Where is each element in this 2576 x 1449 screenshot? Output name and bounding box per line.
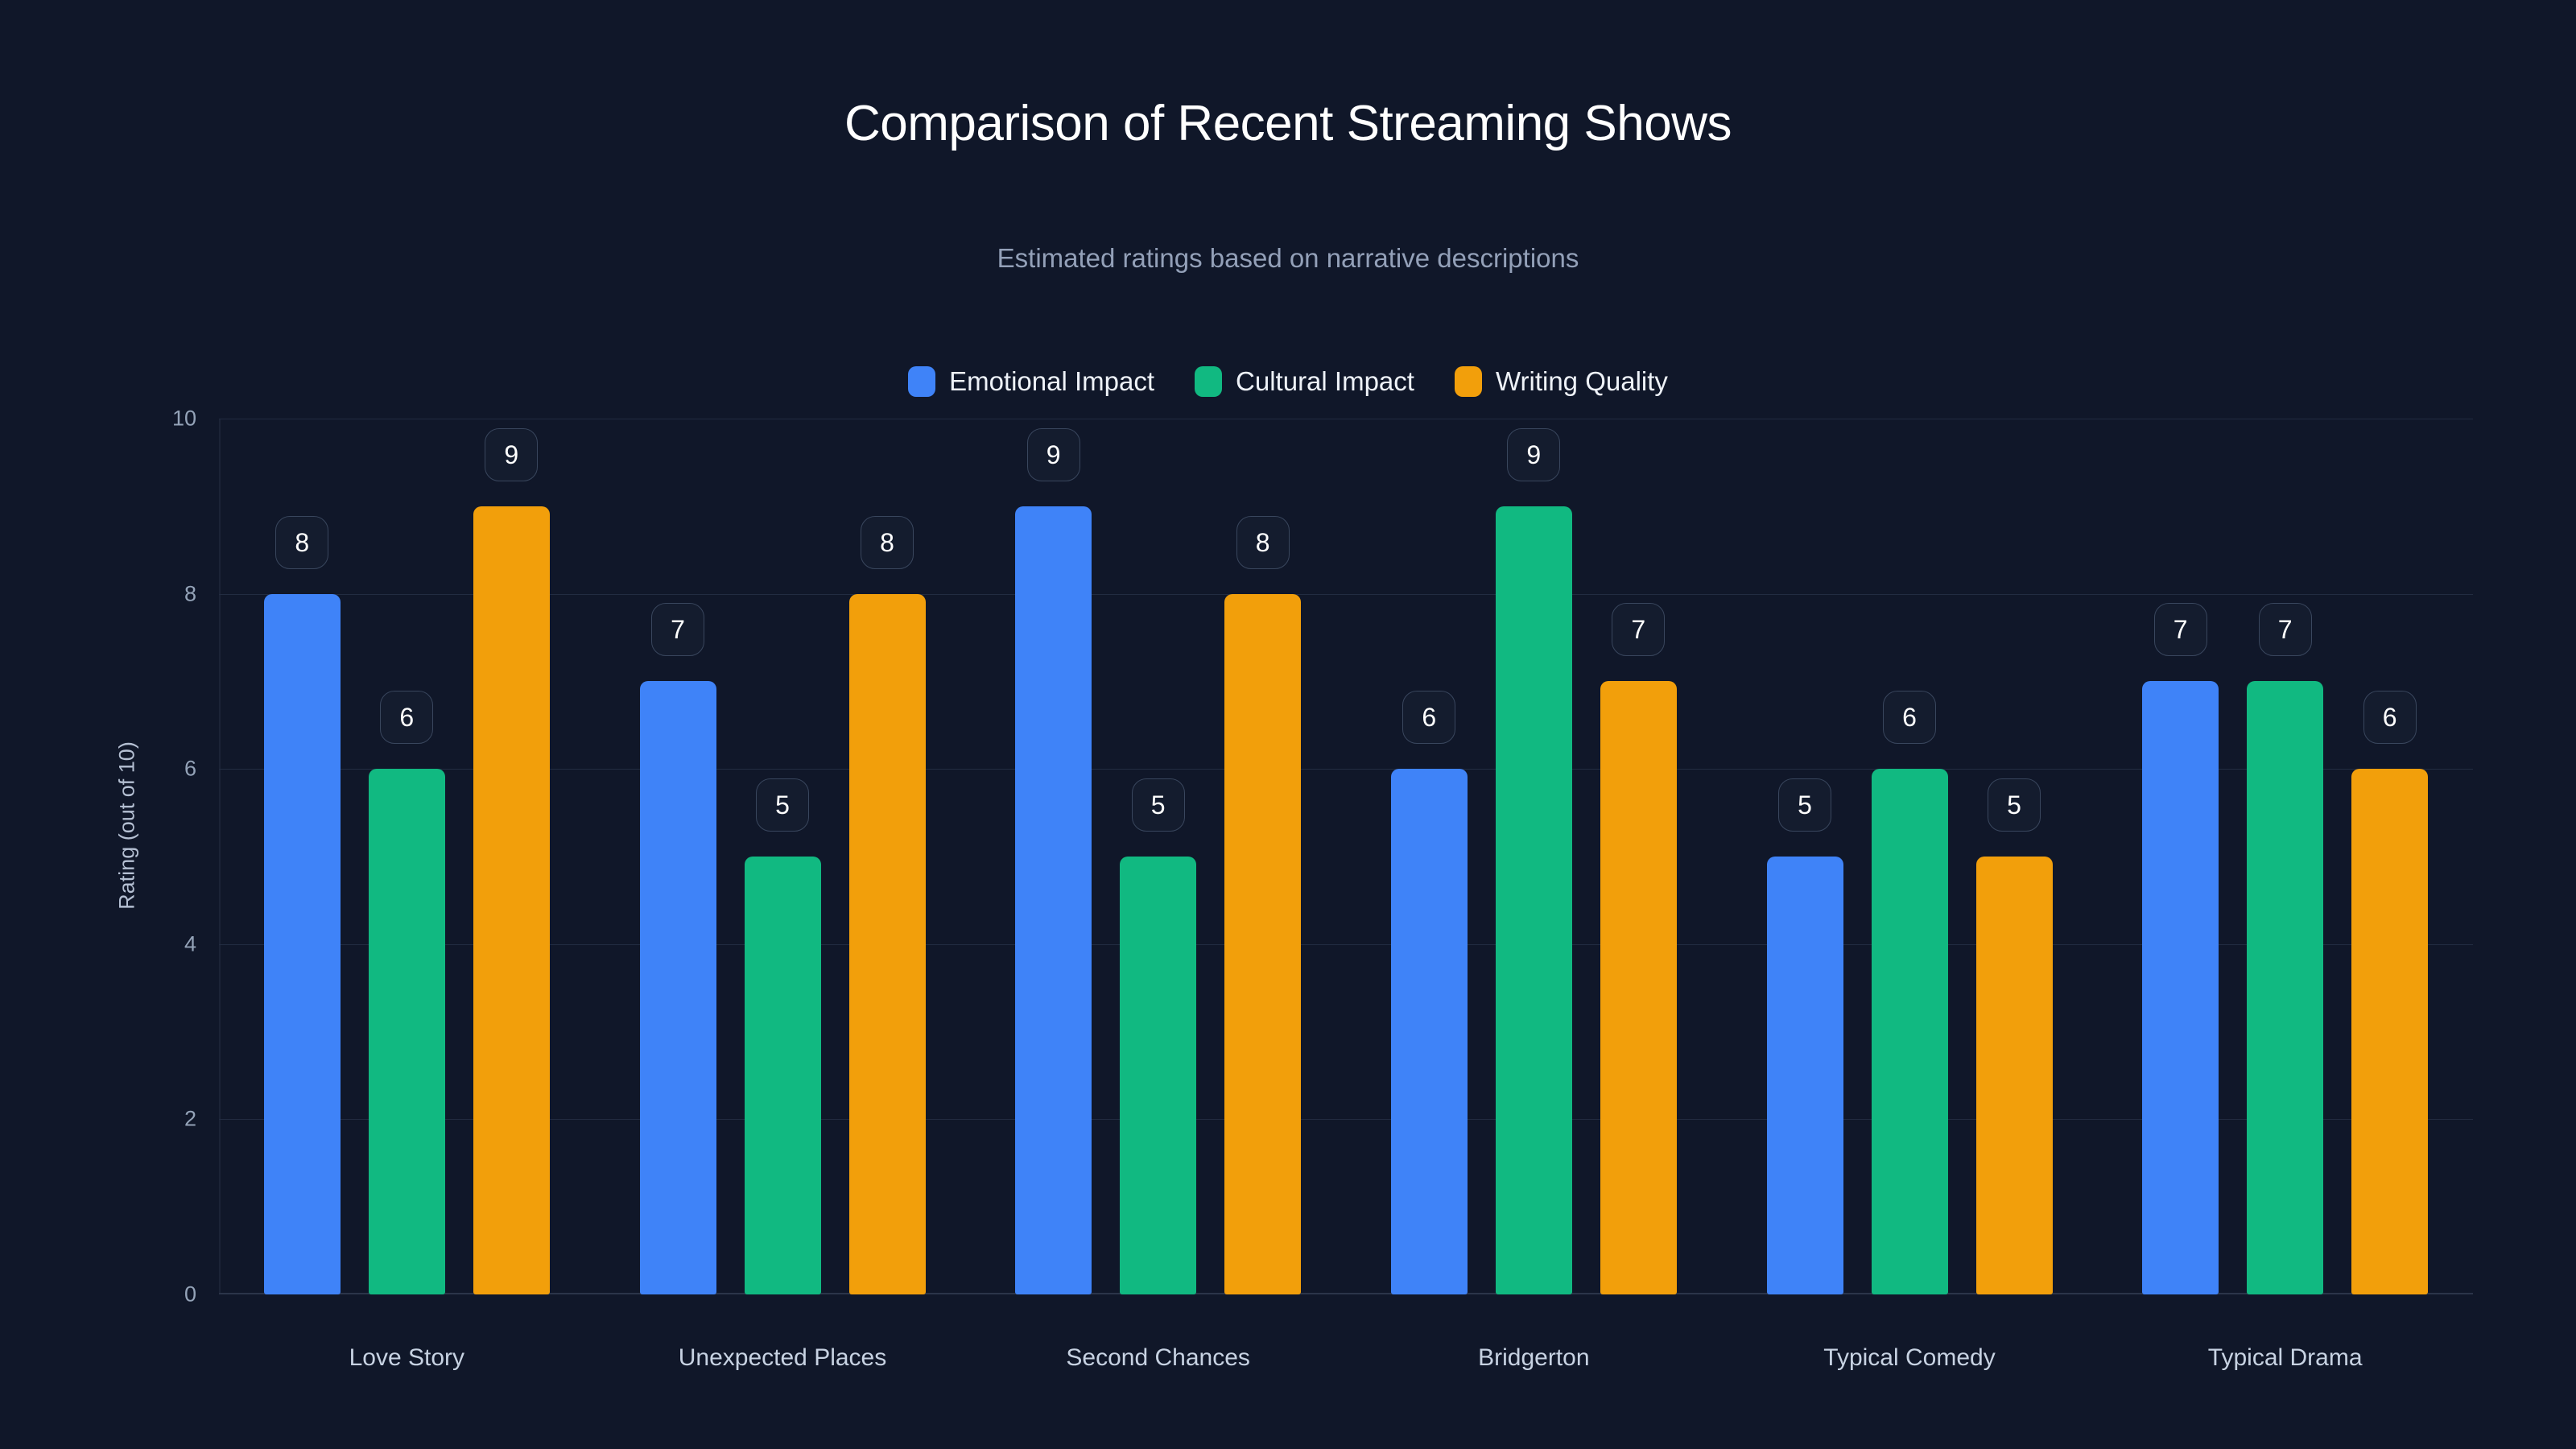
- page-title: Comparison of Recent Streaming Shows: [844, 96, 1732, 151]
- bar-value-label: 7: [651, 603, 704, 657]
- bar[interactable]: [1224, 593, 1302, 1294]
- bar-value-label: 6: [380, 691, 434, 745]
- bar[interactable]: [639, 681, 716, 1294]
- bar[interactable]: [744, 857, 821, 1294]
- legend-item-label: Emotional Impact: [949, 366, 1155, 396]
- x-axis-tick-label: Second Chances: [1066, 1344, 1250, 1371]
- y-axis-tick-label: 8: [184, 581, 196, 606]
- y-axis-tick-label: 4: [184, 931, 196, 956]
- bar[interactable]: [1390, 769, 1468, 1294]
- gridline: [219, 593, 2473, 595]
- legend-swatch-icon: [908, 366, 936, 397]
- gridline: [219, 943, 2473, 945]
- bar[interactable]: [1015, 506, 1092, 1294]
- bar-value-label: 9: [1507, 427, 1561, 481]
- y-axis-tick-label: 2: [184, 1106, 196, 1131]
- bar[interactable]: [2142, 681, 2219, 1294]
- x-axis-tick-label: Love Story: [349, 1344, 465, 1371]
- bar-value-label: 8: [1236, 515, 1290, 569]
- bar-value-label: 6: [1402, 691, 1456, 745]
- bar-value-label: 8: [861, 515, 914, 569]
- bar[interactable]: [848, 593, 926, 1294]
- plot-area: 0 2 4 6 8 10 8 6 9 Love Story 7 5 8 Unexpected Places…: [172, 407, 2473, 1371]
- bar-value-label: 7: [1612, 603, 1666, 657]
- bar-value-label: 5: [1988, 778, 2041, 832]
- bar[interactable]: [263, 593, 341, 1294]
- legend-swatch-icon: [1195, 366, 1223, 397]
- x-axis-tick-label: Bridgerton: [1478, 1344, 1590, 1371]
- y-axis-tick-label: 10: [171, 406, 196, 431]
- bar[interactable]: [1766, 857, 1843, 1294]
- x-axis-tick-label: Typical Drama: [2207, 1344, 2363, 1371]
- x-axis-tick-label: Typical Comedy: [1823, 1344, 1996, 1371]
- chart-legend: Emotional Impact Cultural Impact Writing Q…: [0, 366, 2576, 397]
- legend-item-label: Cultural Impact: [1236, 366, 1414, 396]
- y-axis-tick-label: 0: [184, 1282, 196, 1307]
- legend-item-cultural-impact[interactable]: Cultural Impact: [1195, 366, 1414, 397]
- bar[interactable]: [368, 769, 445, 1294]
- bar[interactable]: [1120, 857, 1197, 1294]
- legend-swatch-icon: [1454, 366, 1482, 397]
- y-axis-title: Rating (out of 10): [114, 741, 139, 910]
- x-axis-tick-label: Unexpected Places: [678, 1344, 887, 1371]
- legend-item-writing-quality[interactable]: Writing Quality: [1454, 366, 1668, 397]
- bar[interactable]: [1600, 681, 1677, 1294]
- y-axis-tick-label: 6: [184, 756, 196, 781]
- chart-subtitle: Estimated ratings based on narrative des…: [997, 243, 1579, 273]
- legend-item-label: Writing Quality: [1495, 366, 1668, 396]
- bar[interactable]: [473, 506, 550, 1294]
- bar-value-label: 8: [275, 515, 329, 569]
- legend-item-emotional-impact[interactable]: Emotional Impact: [908, 366, 1154, 397]
- bar-value-label: 7: [2153, 603, 2207, 657]
- y-axis-line: [219, 419, 221, 1294]
- bar-value-label: 6: [2363, 691, 2417, 745]
- bar-value-label: 7: [2258, 603, 2312, 657]
- bar[interactable]: [1975, 857, 2053, 1294]
- bar-value-label: 9: [1026, 427, 1080, 481]
- bar[interactable]: [2351, 769, 2429, 1294]
- bar[interactable]: [2247, 681, 2324, 1294]
- bar[interactable]: [1495, 506, 1572, 1294]
- x-axis-line: [219, 1293, 2473, 1294]
- bar-value-label: 5: [1778, 778, 1831, 832]
- y-axis-title-container: Rating (out of 10): [87, 0, 139, 1449]
- bar[interactable]: [1871, 769, 1948, 1294]
- gridline: [219, 1119, 2473, 1121]
- bar-value-label: 5: [1131, 778, 1185, 832]
- gridline: [219, 769, 2473, 770]
- bar-value-label: 5: [756, 778, 809, 832]
- bar-value-label: 6: [1883, 691, 1936, 745]
- bar-value-label: 9: [485, 427, 539, 481]
